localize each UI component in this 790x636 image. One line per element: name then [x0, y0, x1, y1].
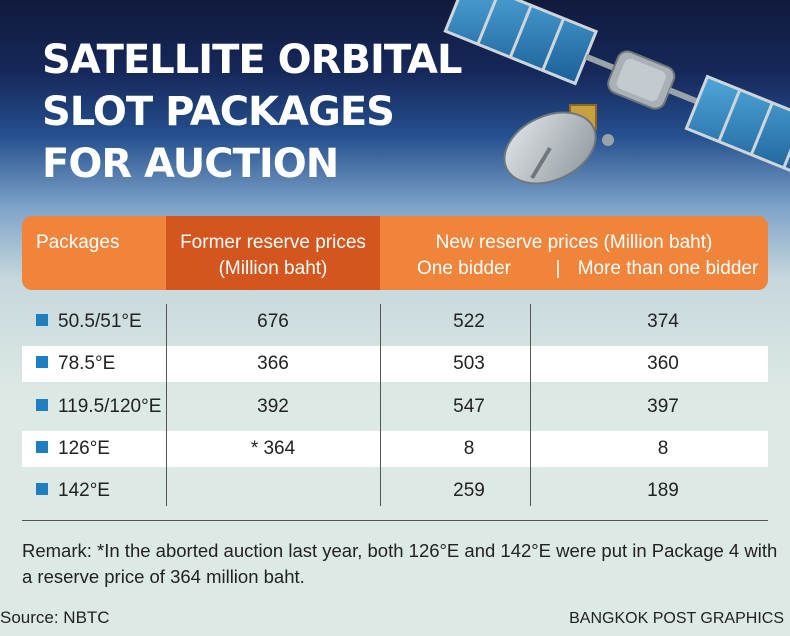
title-line: FOR AUCTION: [42, 141, 339, 187]
former-header-line: Former reserve prices: [180, 232, 366, 253]
table-row: 126°E * 364 8 8: [22, 431, 768, 467]
column-header-separator: |: [555, 258, 561, 279]
package-name: 78.5°E: [58, 353, 116, 374]
column-divider: [166, 304, 167, 506]
one-bidder-price-cell: 8: [463, 438, 475, 459]
former-price-cell: 392: [257, 396, 289, 417]
remark-note: Remark: *In the aborted auction last yea…: [22, 540, 778, 587]
table-row: 142°E 259 189: [22, 473, 768, 509]
more-bidders-price-cell: 397: [647, 396, 679, 417]
blue-square-icon: [36, 355, 48, 368]
table-row: 78.5°E 366 503 360: [22, 346, 768, 382]
table-row: 50.5/51°E 676 522 374: [22, 304, 768, 340]
more-bidders-price-cell: 189: [647, 480, 679, 501]
package-name: 50.5/51°E: [58, 311, 142, 332]
column-header-one-bidder: One bidder: [416, 258, 511, 279]
table-bottom-rule: [22, 520, 768, 521]
page-title: SATELLITE ORBITAL SLOT PACKAGES FOR AUCT…: [42, 34, 462, 190]
satellite-icon: [443, 0, 790, 185]
more-bidders-price-cell: 374: [647, 311, 679, 332]
left-solar-panel: [443, 0, 599, 86]
source-note: Source: NBTC: [0, 608, 110, 627]
former-price-cell: 676: [257, 311, 289, 332]
package-cell: 142°E: [36, 473, 110, 509]
more-bidders-price-cell: 360: [647, 353, 679, 374]
table-row: 119.5/120°E 392 547 397: [22, 389, 768, 425]
package-name: 119.5/120°E: [58, 396, 162, 417]
package-cell: 126°E: [36, 431, 110, 467]
table-header: Packages Former reserve prices (Million …: [22, 216, 768, 290]
column-header-former: Former reserve prices (Million baht): [166, 230, 380, 282]
package-name: 126°E: [58, 438, 110, 459]
title-line: SLOT PACKAGES: [42, 89, 395, 135]
blue-square-icon: [36, 398, 48, 411]
right-solar-panel: [684, 74, 790, 183]
blue-square-icon: [36, 440, 48, 453]
column-header-more-bidders: More than one bidder: [577, 258, 759, 279]
blue-square-icon: [36, 482, 48, 495]
column-header-packages: Packages: [36, 232, 120, 253]
former-price-cell: [166, 473, 380, 509]
package-cell: 78.5°E: [36, 346, 115, 382]
column-divider: [380, 304, 381, 506]
package-cell: 50.5/51°E: [36, 304, 142, 340]
former-header-band: [166, 216, 380, 290]
one-bidder-price-cell: 503: [453, 353, 485, 374]
former-price-cell: * 364: [250, 438, 296, 459]
one-bidder-price-cell: 547: [453, 396, 485, 417]
title-line: SATELLITE ORBITAL: [42, 37, 462, 83]
column-header-new: New reserve prices (Million baht): [435, 232, 713, 253]
blue-square-icon: [36, 313, 48, 326]
column-divider: [530, 304, 531, 506]
graphics-credit: BANGKOK POST GRAPHICS: [569, 610, 784, 627]
package-name: 142°E: [58, 480, 110, 501]
package-cell: 119.5/120°E: [36, 389, 161, 425]
more-bidders-price-cell: 8: [657, 438, 669, 459]
former-price-cell: 366: [257, 353, 289, 374]
one-bidder-price-cell: 259: [453, 480, 485, 501]
former-header-unit: (Million baht): [218, 258, 328, 279]
one-bidder-price-cell: 522: [453, 311, 485, 332]
